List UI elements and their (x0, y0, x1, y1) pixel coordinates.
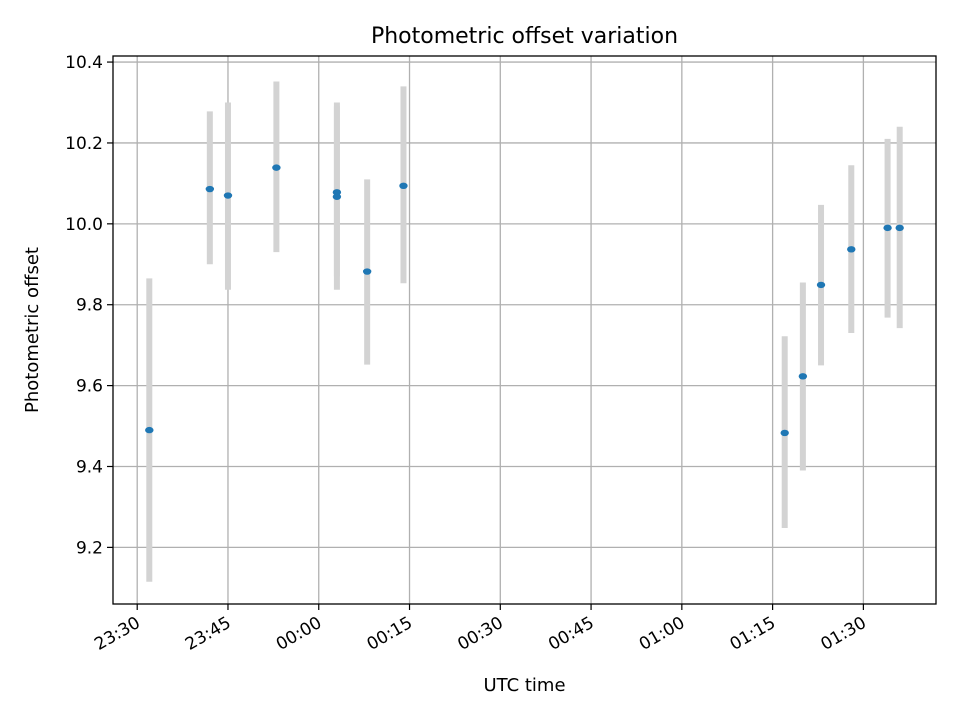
y-tick-label: 9.2 (76, 538, 103, 558)
y-tick-label: 9.6 (76, 377, 103, 397)
data-point (816, 281, 826, 289)
data-point (332, 189, 342, 196)
data-point (780, 429, 789, 437)
y-axis-label: Photometric offset (22, 247, 43, 413)
data-point (798, 373, 808, 380)
x-axis-label: UTC time (483, 675, 565, 696)
data-point (895, 224, 904, 232)
y-tick-label: 10.4 (65, 53, 103, 73)
plot-frame (112, 55, 937, 605)
data-point (847, 246, 856, 253)
data-point (223, 192, 233, 199)
grid-lines (113, 56, 936, 604)
data-point (399, 182, 408, 190)
data-point (272, 164, 281, 171)
y-tick-label: 9.8 (76, 296, 103, 316)
data-point (362, 268, 372, 275)
data-points (145, 164, 904, 437)
y-tick-label: 10.2 (65, 134, 103, 154)
data-point (145, 426, 154, 434)
data-point (205, 185, 215, 193)
y-tick-label: 10.0 (65, 215, 103, 235)
y-axis-ticks: 9.2 9.4 9.6 9.8 10.0 10.2 10.4 (65, 53, 113, 558)
data-point (332, 193, 342, 200)
data-point (883, 224, 892, 232)
chart-title: Photometric offset variation (371, 24, 678, 49)
y-tick-label: 9.4 (76, 457, 103, 477)
